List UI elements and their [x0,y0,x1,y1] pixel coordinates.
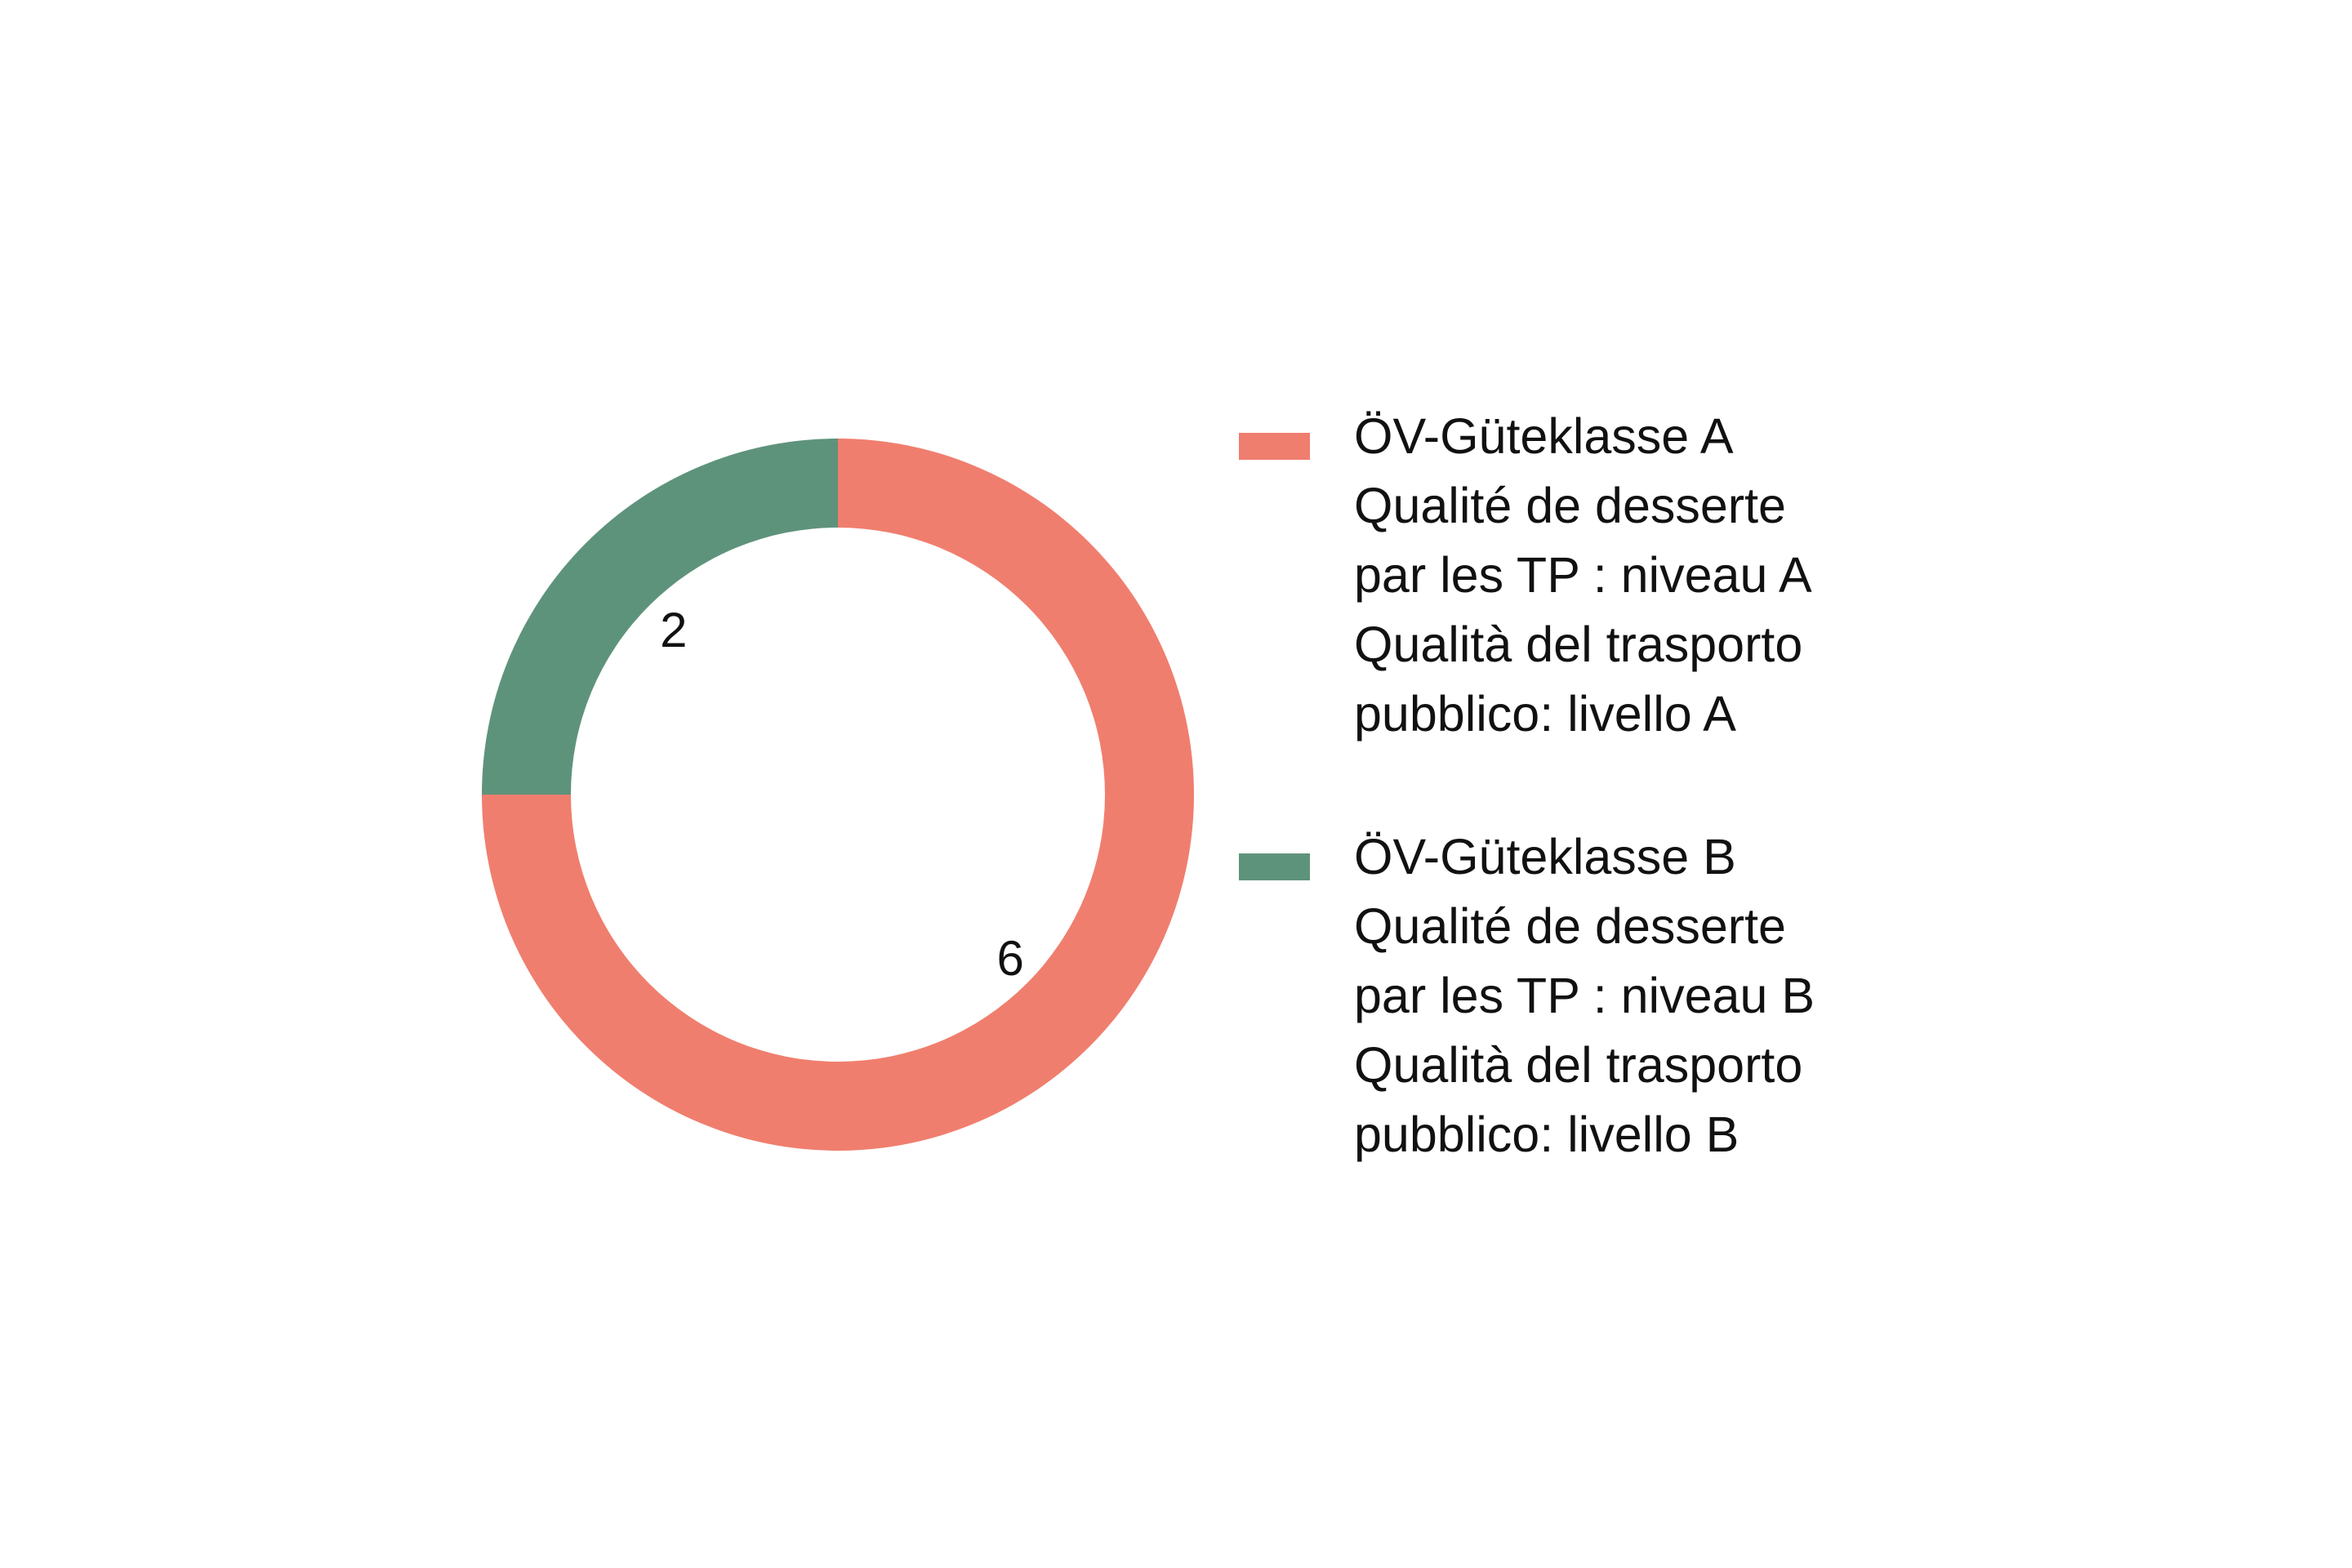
legend-line: Qualité de desserte [1354,898,1786,954]
donut-slice-1 [482,439,838,795]
data-label-0: 6 [996,931,1023,986]
legend-swatch-a [1239,433,1310,460]
legend-line: pubblico: livello B [1354,1107,1740,1162]
legend-line: Qualità del trasporto [1354,617,1803,672]
legend-line: Qualité de desserte [1354,478,1786,533]
legend-line: ÖV-Güteklasse A [1354,408,1734,464]
legend-line: ÖV-Güteklasse B [1354,829,1736,884]
legend-line: pubblico: livello A [1354,686,1736,742]
legend-label-a: ÖV-Güteklasse A Qualité de desserte par le… [1354,402,2252,749]
legend-line: par les TP : niveau A [1354,547,1812,603]
legend-line: par les TP : niveau B [1354,968,1815,1023]
legend-label-b: ÖV-Güteklasse B Qualité de desserte par le… [1354,822,2252,1169]
legend-swatch-b [1239,853,1310,880]
legend-line: Qualità del trasporto [1354,1037,1803,1093]
data-label-1: 2 [660,603,687,657]
